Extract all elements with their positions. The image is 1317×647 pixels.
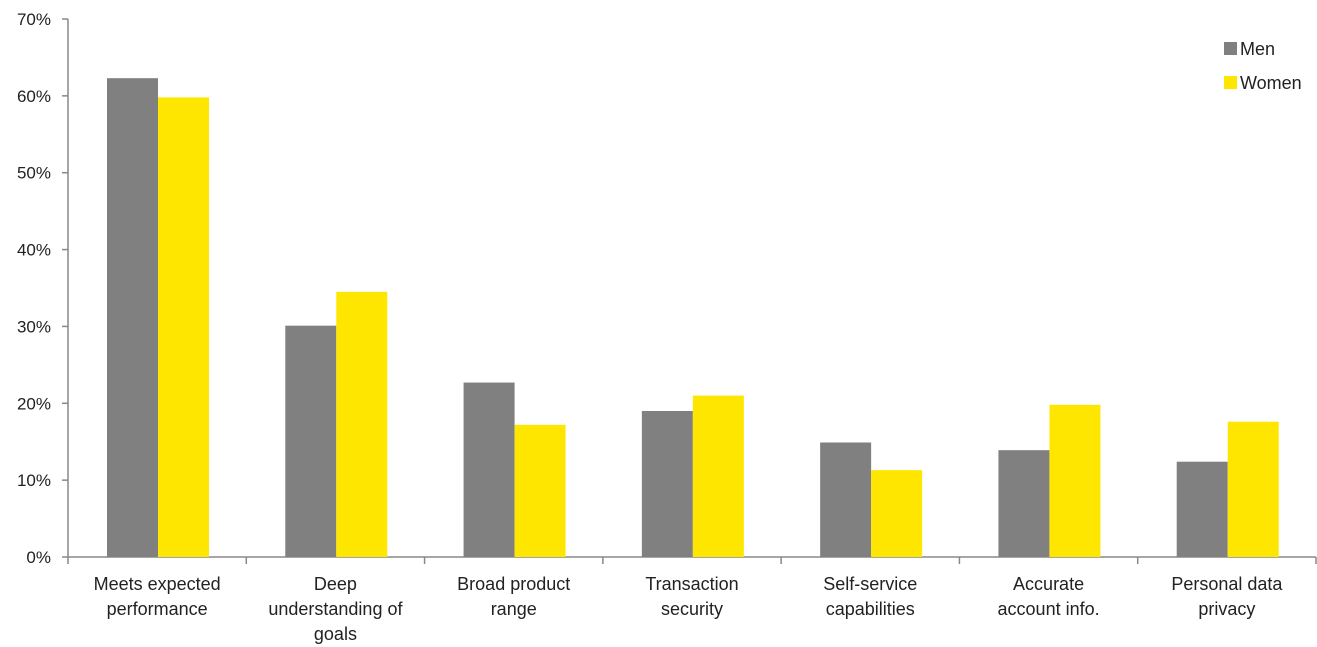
bar-men	[463, 382, 515, 557]
x-category-label: Meets expected performance	[94, 574, 221, 619]
x-category-label: Self-service capabilities	[823, 574, 917, 619]
bar-women	[871, 470, 923, 557]
y-tick-label: 40%	[17, 241, 51, 260]
x-category-label: Deep understanding of goals	[268, 574, 403, 644]
legend-label-men: Men	[1240, 39, 1275, 59]
bar-men	[1176, 461, 1228, 557]
bar-women	[692, 395, 744, 557]
x-category-label: Personal data privacy	[1171, 574, 1283, 619]
bar-men	[998, 450, 1050, 557]
bar-women	[1227, 421, 1279, 557]
bar-men	[107, 78, 158, 558]
y-tick-label: 10%	[17, 471, 51, 490]
bar-women	[336, 291, 388, 557]
bar-men	[820, 442, 872, 557]
x-category-label: Transaction security	[645, 574, 738, 619]
legend-swatch-women	[1224, 76, 1237, 89]
x-category-label: Accurate account info.	[998, 574, 1100, 619]
y-tick-label: 20%	[17, 394, 51, 413]
bars	[107, 78, 1279, 558]
y-tick-label: 50%	[17, 164, 51, 183]
legend-swatch-men	[1224, 42, 1237, 55]
bar-men	[641, 410, 693, 557]
y-tick-label: 70%	[17, 10, 51, 29]
bar-women	[1049, 404, 1101, 557]
legend: Men Women	[1224, 39, 1302, 93]
bar-men	[285, 325, 337, 557]
y-tick-label: 30%	[17, 317, 51, 336]
x-category-labels: Meets expected performance Deep understandi…	[94, 574, 1284, 644]
bar-women	[158, 97, 209, 557]
x-category-label: Broad product range	[457, 574, 570, 619]
y-tick-label: 0%	[26, 548, 51, 567]
y-tick-labels: 0% 10% 20% 30% 40% 50% 60% 70%	[17, 10, 51, 567]
legend-label-women: Women	[1240, 73, 1302, 93]
bar-women	[514, 424, 566, 557]
y-tick-label: 60%	[17, 87, 51, 106]
